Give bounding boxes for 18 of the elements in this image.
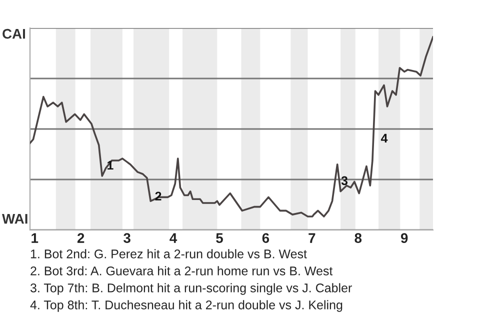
text: WAI xyxy=(2,214,28,224)
x-tick-label: 7 xyxy=(308,233,316,243)
annotation: 1 xyxy=(108,160,114,170)
x-tick-label: 4 xyxy=(170,233,178,243)
annotation: 3 xyxy=(341,176,348,186)
x-tick-label: 8 xyxy=(354,233,362,243)
x-tick-label: 6 xyxy=(262,233,270,243)
x-tick-label: 9 xyxy=(400,233,408,243)
text: 2. Bot 3rd: A. Guevara hit a 2-run home run vs B. West xyxy=(30,266,333,276)
x-tick-label: 5 xyxy=(216,233,223,243)
x-tick-label: 2 xyxy=(77,233,84,243)
x-tick-label: 3 xyxy=(124,233,130,243)
text: 4. Top 8th: T. Duchesneau hit a 2-run double vs J. Keling xyxy=(30,300,342,312)
annotation: 4 xyxy=(380,134,388,143)
text: 1. Bot 2nd: G. Perez hit a 2-run double vs B. West xyxy=(30,249,307,258)
text: 3. Top 7th: B. Delmont hit a run-scoring single vs J. Cabler xyxy=(30,283,352,295)
x-tick-label: 1 xyxy=(32,233,38,243)
text: CAI xyxy=(2,28,25,39)
